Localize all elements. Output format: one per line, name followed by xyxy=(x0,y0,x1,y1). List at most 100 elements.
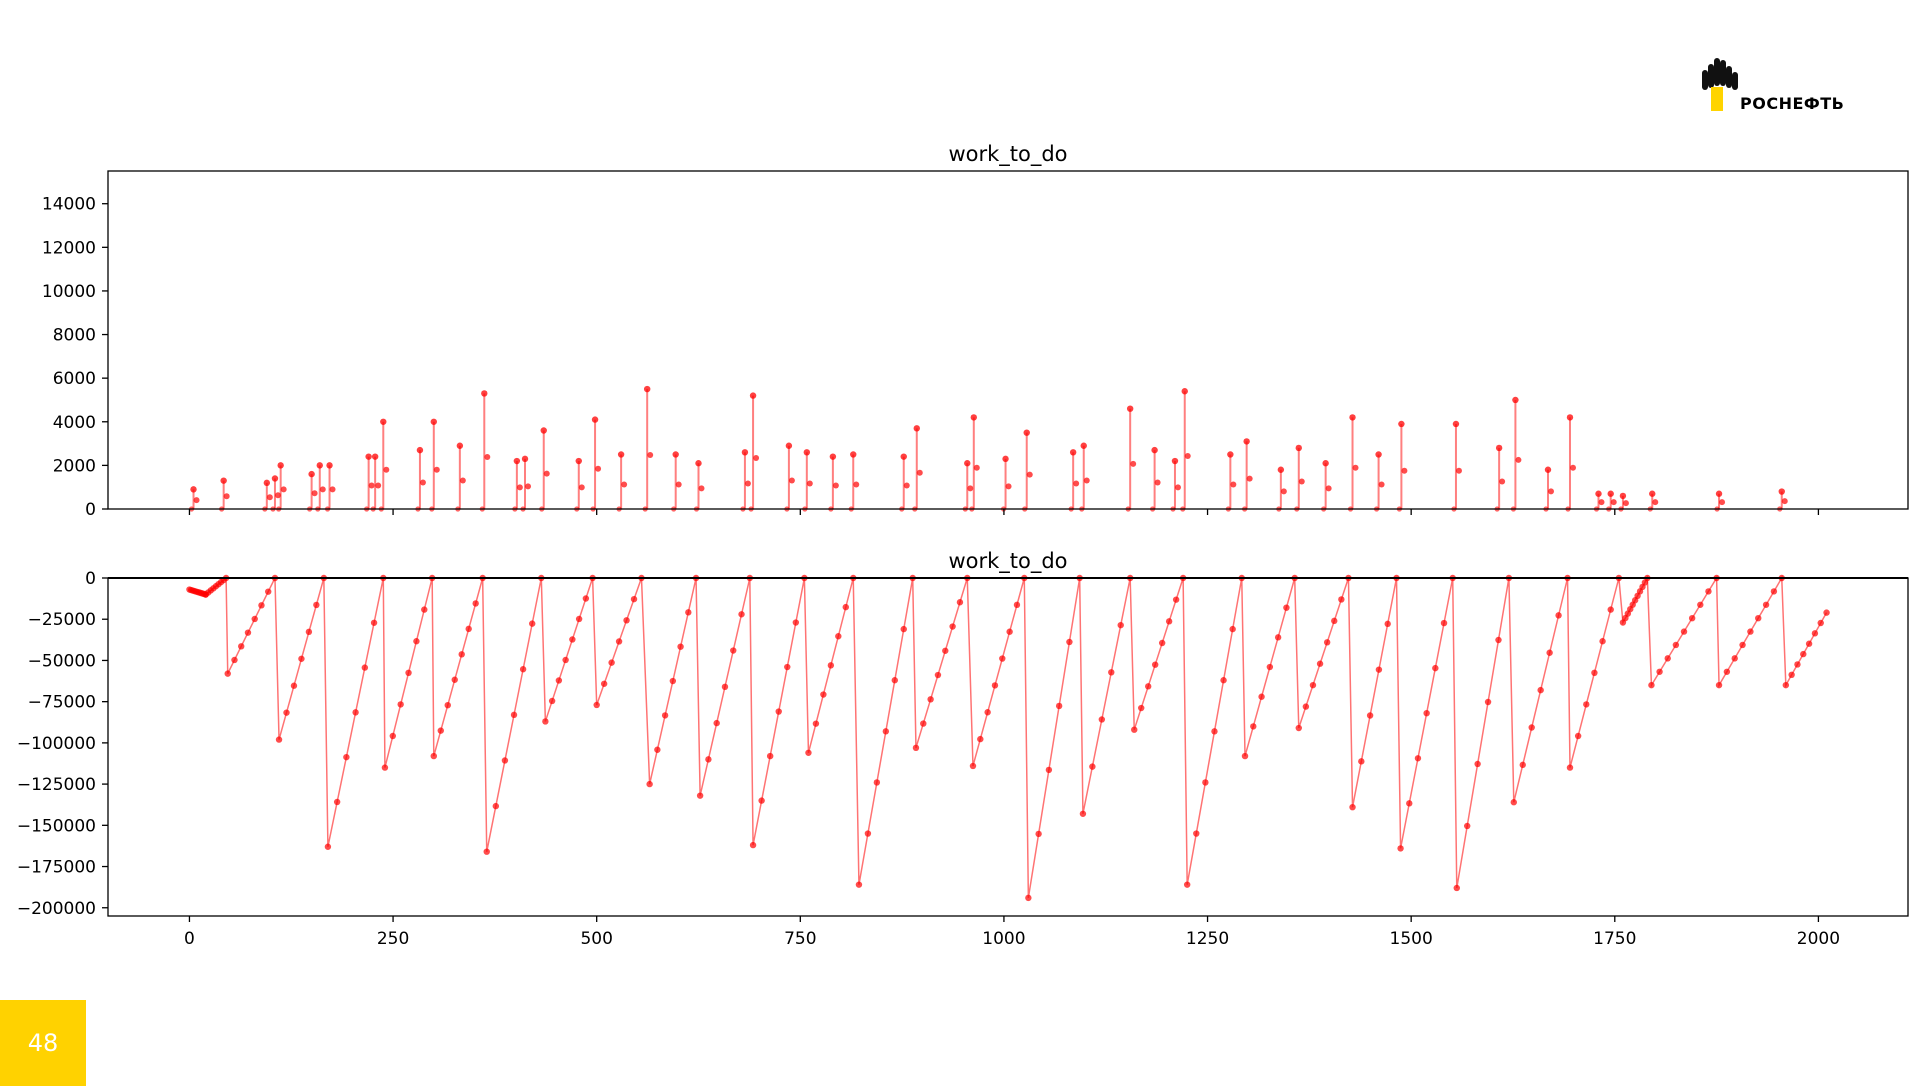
data-point xyxy=(829,453,837,460)
data-point xyxy=(713,719,720,727)
chart-2: work_to_do 0 −25000 −50000 −75000 −100000 −125… xyxy=(17,549,1909,949)
data-point xyxy=(193,497,200,504)
data-point xyxy=(1817,619,1824,627)
data-point xyxy=(1358,758,1365,765)
data-point xyxy=(1079,810,1087,817)
data-point xyxy=(381,764,389,771)
data-point xyxy=(1098,716,1106,723)
y-tick-label: 0 xyxy=(85,500,96,520)
data-point xyxy=(1555,612,1562,619)
data-point xyxy=(290,682,298,689)
data-point xyxy=(1230,481,1237,488)
data-point xyxy=(238,643,245,650)
data-point xyxy=(1544,466,1552,473)
data-point xyxy=(220,477,227,484)
data-point xyxy=(661,712,669,719)
data-point xyxy=(970,414,977,421)
data-point xyxy=(595,465,602,472)
data-point xyxy=(1583,701,1590,708)
data-point xyxy=(542,718,549,725)
data-point xyxy=(1280,488,1287,495)
data-point xyxy=(510,711,518,719)
data-point xyxy=(223,493,230,500)
data-point xyxy=(1414,755,1422,762)
data-point xyxy=(274,492,281,499)
data-point xyxy=(333,798,341,806)
data-point xyxy=(842,603,849,611)
data-point xyxy=(900,625,907,633)
data-point xyxy=(1158,639,1166,647)
data-point xyxy=(1715,681,1723,689)
data-point xyxy=(1598,499,1605,506)
data-point xyxy=(472,600,479,607)
data-point xyxy=(1295,724,1302,732)
data-point xyxy=(864,830,872,837)
data-point xyxy=(1005,483,1012,490)
data-point xyxy=(1138,704,1145,712)
data-point xyxy=(775,708,782,715)
data-point xyxy=(1688,614,1696,622)
plot-frame xyxy=(107,577,1909,917)
data-point xyxy=(758,797,765,804)
chart-title: work_to_do xyxy=(948,142,1067,167)
data-point xyxy=(1227,451,1234,458)
data-point xyxy=(621,481,628,488)
data-point xyxy=(1258,693,1265,700)
data-point xyxy=(1537,686,1544,694)
data-point xyxy=(654,746,661,753)
data-point xyxy=(1202,779,1209,786)
page-number-badge: 48 xyxy=(0,1000,86,1086)
data-point xyxy=(1184,453,1191,460)
data-point xyxy=(324,843,332,850)
data-point xyxy=(1220,677,1227,684)
data-point xyxy=(1591,669,1598,677)
data-point xyxy=(617,451,625,458)
data-point xyxy=(991,682,999,689)
data-point xyxy=(1002,455,1009,463)
data-point xyxy=(1715,490,1723,497)
data-point xyxy=(1499,478,1506,485)
data-point xyxy=(600,680,608,687)
data-point xyxy=(749,392,757,399)
data-point xyxy=(903,482,910,489)
data-point xyxy=(1298,478,1305,485)
data-point xyxy=(1145,683,1152,690)
data-point xyxy=(669,677,677,685)
data-point xyxy=(516,484,523,491)
data-point xyxy=(1154,479,1161,486)
data-point xyxy=(820,691,827,698)
x-tick-label: 1000 xyxy=(982,929,1025,949)
data-point xyxy=(1083,477,1090,484)
data-point xyxy=(1495,444,1503,452)
data-point xyxy=(1705,588,1712,595)
data-point xyxy=(912,744,920,752)
data-point xyxy=(784,663,791,671)
data-point xyxy=(1755,614,1762,622)
data-point xyxy=(283,709,290,716)
data-point xyxy=(1432,664,1439,672)
data-point xyxy=(1378,481,1385,488)
data-point xyxy=(433,466,440,473)
data-point xyxy=(1484,698,1492,706)
data-point xyxy=(1375,666,1383,673)
data-point xyxy=(1126,405,1134,412)
data-point xyxy=(1246,475,1253,482)
data-point xyxy=(1250,723,1257,730)
y-tick-label: −125000 xyxy=(17,775,96,795)
data-point xyxy=(405,669,412,677)
data-point xyxy=(873,779,881,786)
data-point xyxy=(280,486,287,493)
data-point xyxy=(513,457,521,465)
data-point xyxy=(1723,668,1731,675)
data-point xyxy=(1397,845,1404,852)
data-point xyxy=(832,482,839,489)
chart-1: work_to_do 0 2000 4000 6000 8000 10000 12000 140… xyxy=(42,142,1909,520)
data-point xyxy=(380,418,387,425)
y-tick-label: −75000 xyxy=(28,693,96,713)
data-point xyxy=(920,720,927,727)
data-point xyxy=(643,385,651,393)
data-point xyxy=(271,475,279,482)
data-point xyxy=(1453,884,1460,892)
data-point xyxy=(900,453,907,460)
data-point xyxy=(224,670,231,677)
